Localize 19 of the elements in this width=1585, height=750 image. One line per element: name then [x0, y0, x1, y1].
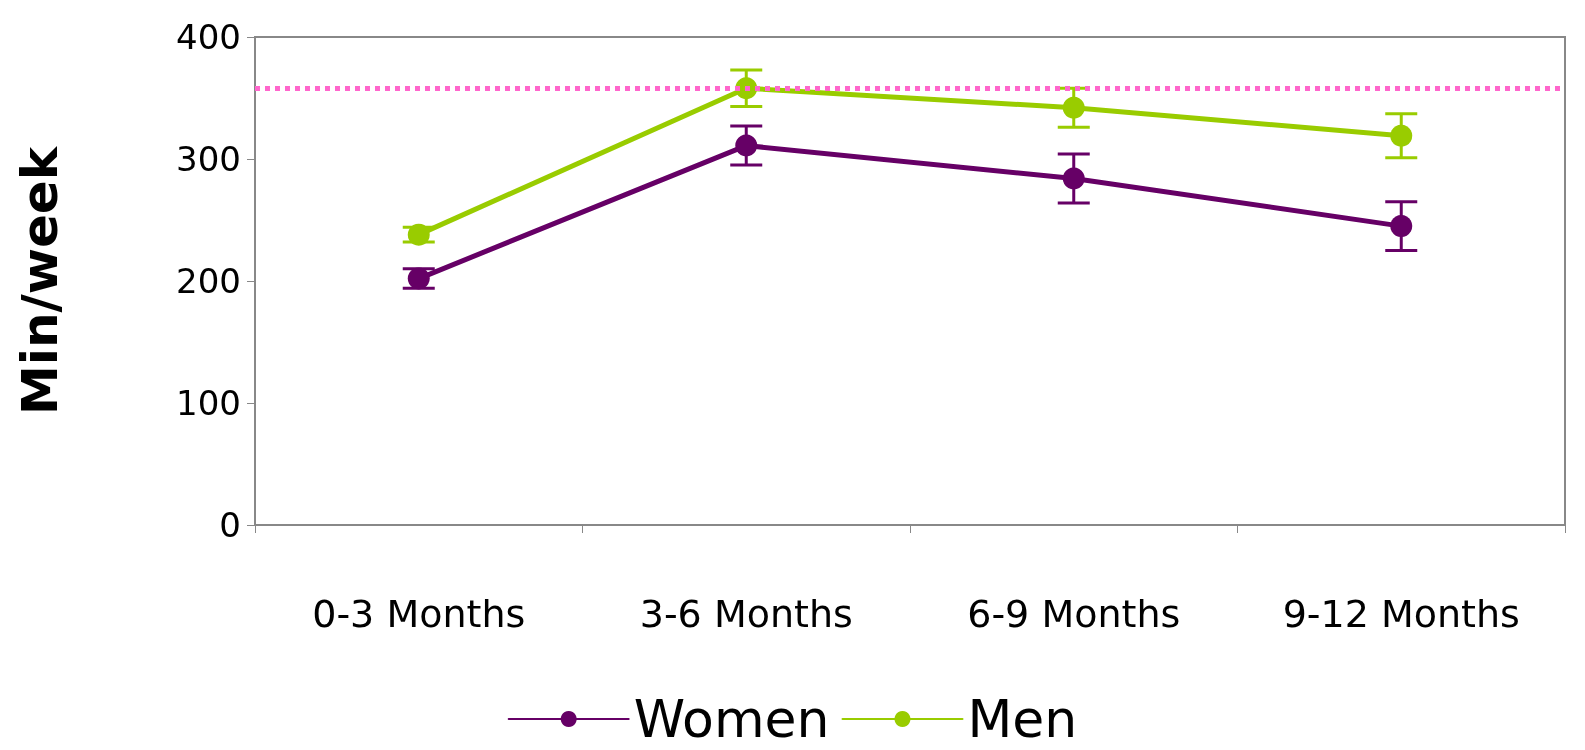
y-axis-title: Min/week: [11, 145, 69, 416]
point: [407, 223, 430, 246]
point: [1390, 124, 1413, 147]
x-tick-label: 3-6 Months: [639, 592, 853, 636]
y-tick-label: 0: [219, 505, 241, 545]
x-tick-label: 9-12 Months: [1282, 592, 1520, 636]
point: [1390, 215, 1413, 238]
x-tick-label: 0-3 Months: [312, 592, 526, 636]
y-tick-label: 400: [176, 17, 241, 57]
point: [735, 134, 758, 157]
point: [1062, 96, 1085, 119]
point: [1062, 167, 1085, 190]
legend-label: Women: [633, 689, 830, 749]
point: [407, 267, 430, 290]
y-tick-label: 200: [176, 261, 241, 301]
y-tick-label: 300: [176, 139, 241, 179]
x-tick-label: 6-9 Months: [967, 592, 1181, 636]
legend-label: Men: [967, 689, 1078, 749]
y-tick-label: 100: [176, 383, 241, 423]
